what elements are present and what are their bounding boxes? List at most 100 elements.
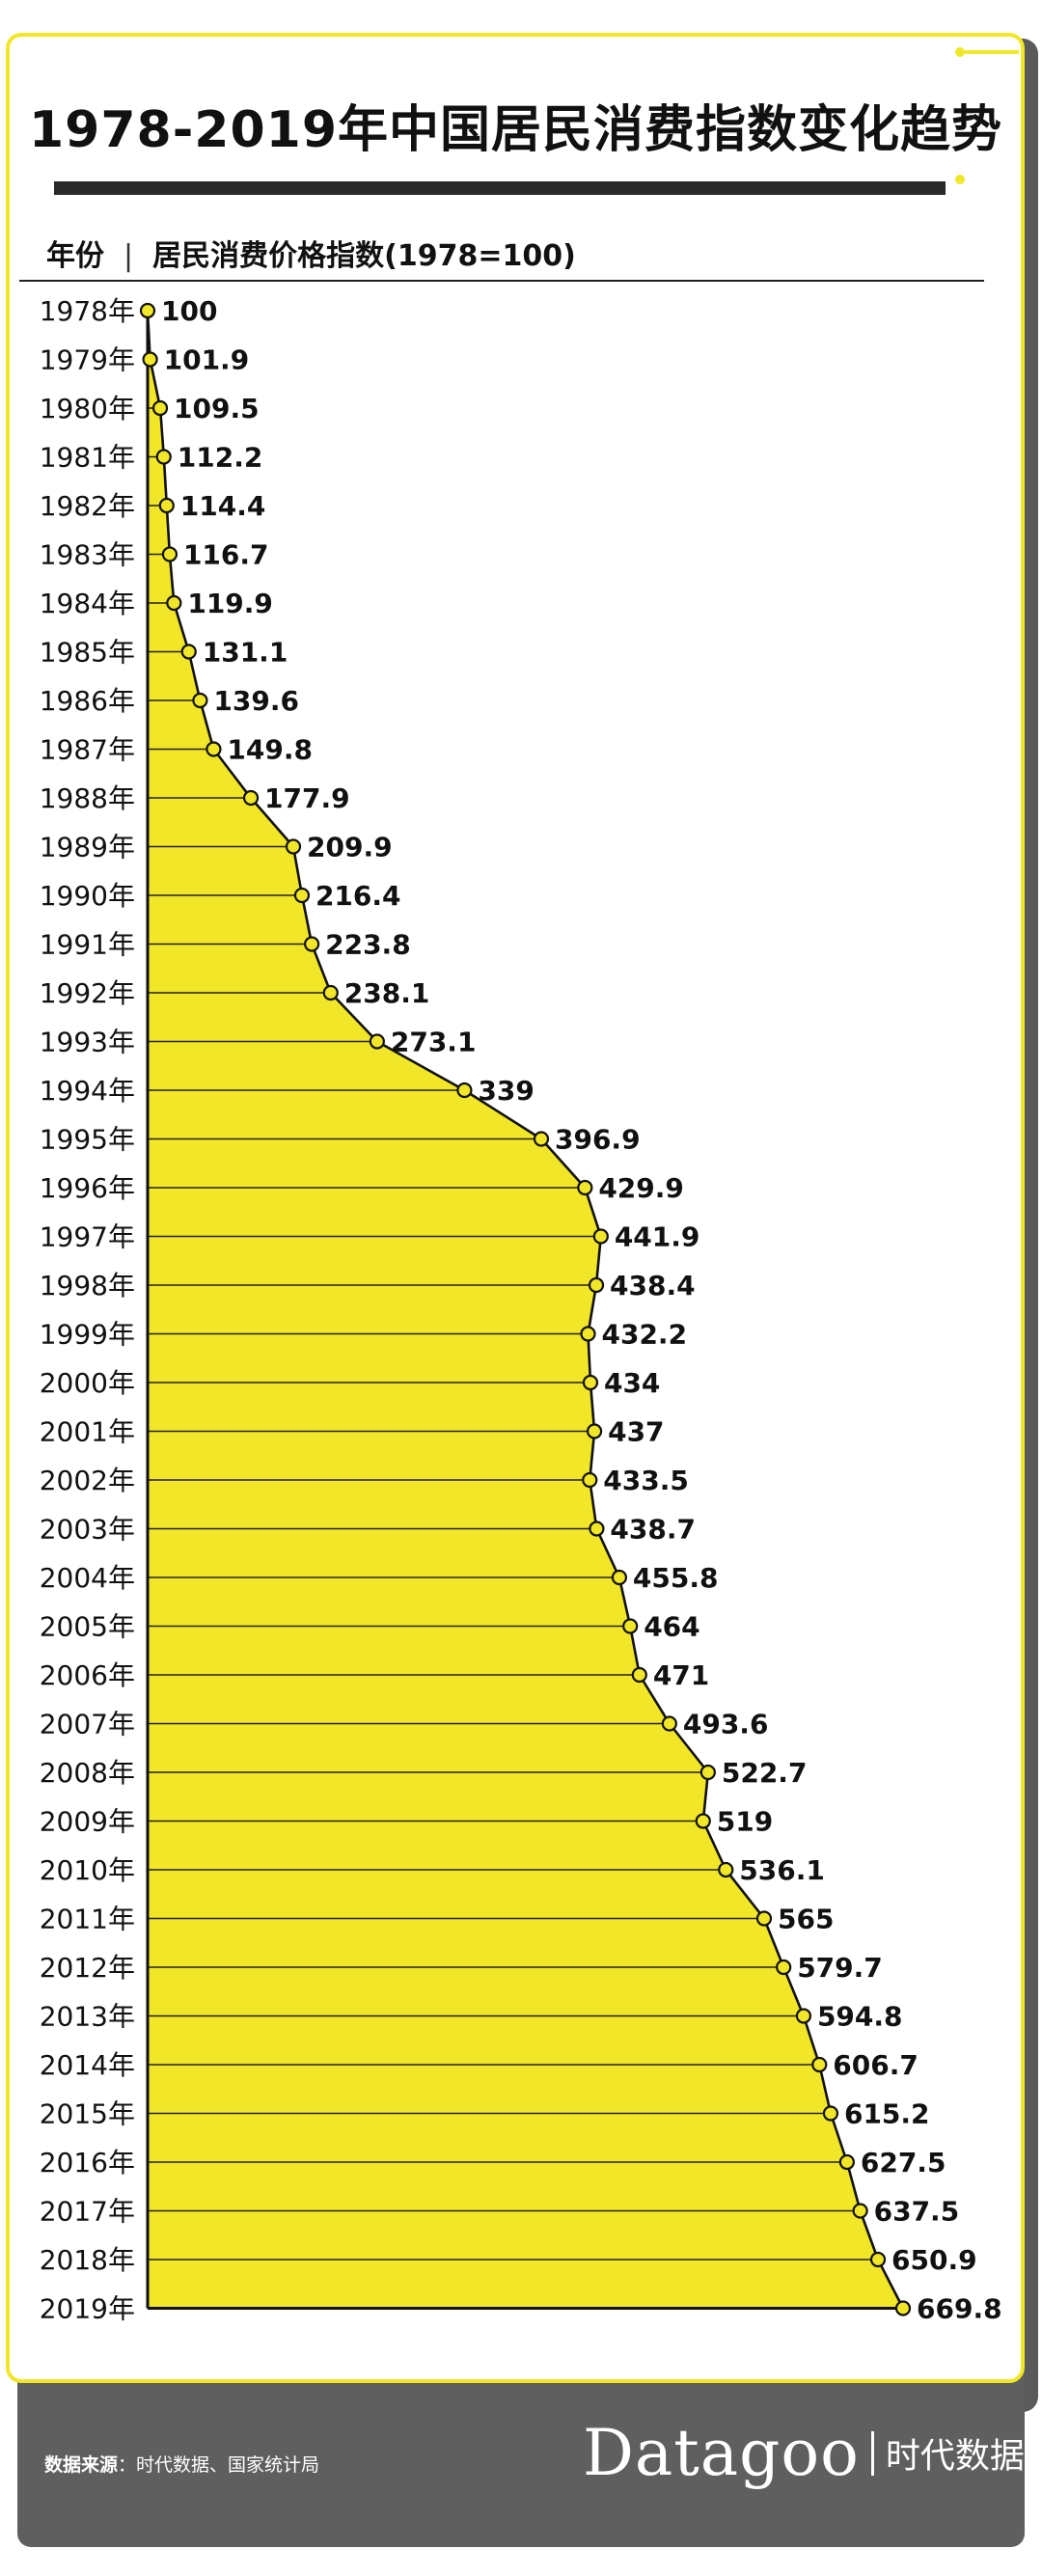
year-tick-label: 1991年 xyxy=(40,929,135,961)
data-point xyxy=(622,1618,639,1634)
value-data-label: 493.6 xyxy=(683,1709,769,1740)
year-tick-label: 2013年 xyxy=(40,2001,135,2033)
data-point xyxy=(894,2300,912,2316)
data-point xyxy=(582,1471,598,1489)
value-data-label: 223.8 xyxy=(325,929,411,961)
data-point xyxy=(192,692,208,709)
year-tick-label: 2009年 xyxy=(40,1806,135,1838)
value-data-label: 100 xyxy=(161,295,217,327)
year-tick-label: 2014年 xyxy=(40,2049,135,2081)
data-point xyxy=(718,1861,734,1878)
year-tick-label: 1998年 xyxy=(40,1270,135,1302)
data-point xyxy=(158,497,175,514)
year-tick-label: 1978年 xyxy=(40,295,135,327)
data-point xyxy=(322,984,339,1001)
header-separator: | xyxy=(123,239,134,273)
data-point xyxy=(695,1813,711,1829)
year-tick-label: 1999年 xyxy=(40,1319,135,1351)
data-point xyxy=(822,2105,839,2122)
data-point xyxy=(142,351,158,368)
value-data-label: 650.9 xyxy=(891,2244,977,2276)
year-tick-label: 1986年 xyxy=(40,685,135,717)
source-label: 数据来源 xyxy=(44,2454,119,2476)
year-tick-label: 1990年 xyxy=(40,880,135,912)
value-data-label: 455.8 xyxy=(633,1562,719,1594)
year-tick-label: 2017年 xyxy=(40,2196,135,2228)
year-tick-label: 2008年 xyxy=(40,1757,135,1789)
data-point xyxy=(293,887,311,904)
value-data-label: 438.7 xyxy=(610,1514,696,1546)
page-title: 1978-2019年中国居民消费指数变化趋势 xyxy=(29,101,1003,159)
year-tick-label: 2011年 xyxy=(40,1904,135,1935)
data-source: 数据来源：时代数据、国家统计局 xyxy=(44,2451,319,2477)
year-tick-label: 1985年 xyxy=(40,637,135,669)
value-data-label: 131.1 xyxy=(203,637,288,669)
data-point xyxy=(838,2153,855,2171)
header-rule xyxy=(19,280,984,282)
value-data-label: 432.2 xyxy=(601,1319,687,1351)
data-point xyxy=(180,644,197,660)
value-data-label: 594.8 xyxy=(817,2001,903,2033)
data-point xyxy=(588,1276,605,1294)
data-point xyxy=(589,1521,605,1537)
year-tick-label: 2000年 xyxy=(40,1367,135,1399)
column-header: 年份 | 居民消费价格指数(1978=100) xyxy=(46,232,576,274)
value-data-label: 441.9 xyxy=(615,1221,700,1253)
year-tick-label: 2007年 xyxy=(40,1709,135,1740)
value-data-label: 519 xyxy=(717,1806,773,1838)
value-data-label: 209.9 xyxy=(307,832,393,863)
year-tick-label: 1982年 xyxy=(40,490,135,522)
footer-panel xyxy=(17,2364,1025,2547)
year-tick-label: 1984年 xyxy=(40,588,135,619)
brand-name: Datagoo xyxy=(583,2416,860,2490)
source-text: ：时代数据、国家统计局 xyxy=(118,2454,320,2476)
year-tick-label: 1992年 xyxy=(40,977,135,1009)
value-data-label: 579.7 xyxy=(797,1952,883,1984)
area-fill xyxy=(148,311,903,2309)
year-tick-label: 1994年 xyxy=(40,1075,135,1107)
data-point xyxy=(580,1326,596,1342)
value-data-label: 433.5 xyxy=(603,1465,689,1496)
value-data-label: 565 xyxy=(778,1904,834,1935)
value-data-label: 116.7 xyxy=(183,539,269,571)
top-right-accent-line xyxy=(965,50,1019,54)
year-tick-label: 1981年 xyxy=(40,442,135,474)
year-tick-label: 1989年 xyxy=(40,832,135,863)
value-data-label: 339 xyxy=(478,1075,534,1107)
value-data-label: 536.1 xyxy=(739,1854,825,1886)
data-point xyxy=(206,741,222,757)
year-tick-label: 2019年 xyxy=(40,2293,135,2325)
year-tick-label: 1997年 xyxy=(40,1221,135,1253)
data-point xyxy=(577,1179,593,1196)
header-year-label: 年份 xyxy=(46,239,104,273)
cpi-area-chart: 1978年 1979年 1980年 1981年 1982年 1983年 1984年 1985年… xyxy=(40,295,1002,2325)
year-tick-label: 2005年 xyxy=(40,1611,135,1643)
year-tick-label: 2003年 xyxy=(40,1514,135,1546)
data-point xyxy=(699,1764,716,1781)
title-bar-accent-dot xyxy=(955,175,965,184)
value-data-label: 464 xyxy=(644,1611,699,1643)
value-data-label: 471 xyxy=(653,1659,709,1691)
data-point xyxy=(456,1082,473,1099)
value-data-label: 177.9 xyxy=(264,782,350,814)
data-point xyxy=(155,449,172,465)
year-tick-label: 1995年 xyxy=(40,1124,135,1156)
data-point xyxy=(592,1228,609,1245)
year-tick-label: 2006年 xyxy=(40,1659,135,1691)
value-data-label: 149.8 xyxy=(227,734,313,766)
year-tick-label: 2002年 xyxy=(40,1465,135,1496)
brand-divider xyxy=(870,2430,874,2476)
year-tick-label: 2015年 xyxy=(40,2098,135,2130)
data-point xyxy=(285,838,302,855)
series-line xyxy=(146,310,905,2310)
value-data-label: 627.5 xyxy=(861,2147,946,2179)
value-data-label: 273.1 xyxy=(391,1027,477,1058)
title-underline-bar xyxy=(54,181,946,195)
year-tick-label: 1996年 xyxy=(40,1172,135,1204)
data-point xyxy=(811,2056,828,2073)
value-data-label: 119.9 xyxy=(187,588,273,619)
value-data-label: 216.4 xyxy=(315,880,401,912)
data-point xyxy=(586,1423,603,1439)
value-data-label: 669.8 xyxy=(917,2293,1002,2325)
data-point xyxy=(611,1569,628,1586)
